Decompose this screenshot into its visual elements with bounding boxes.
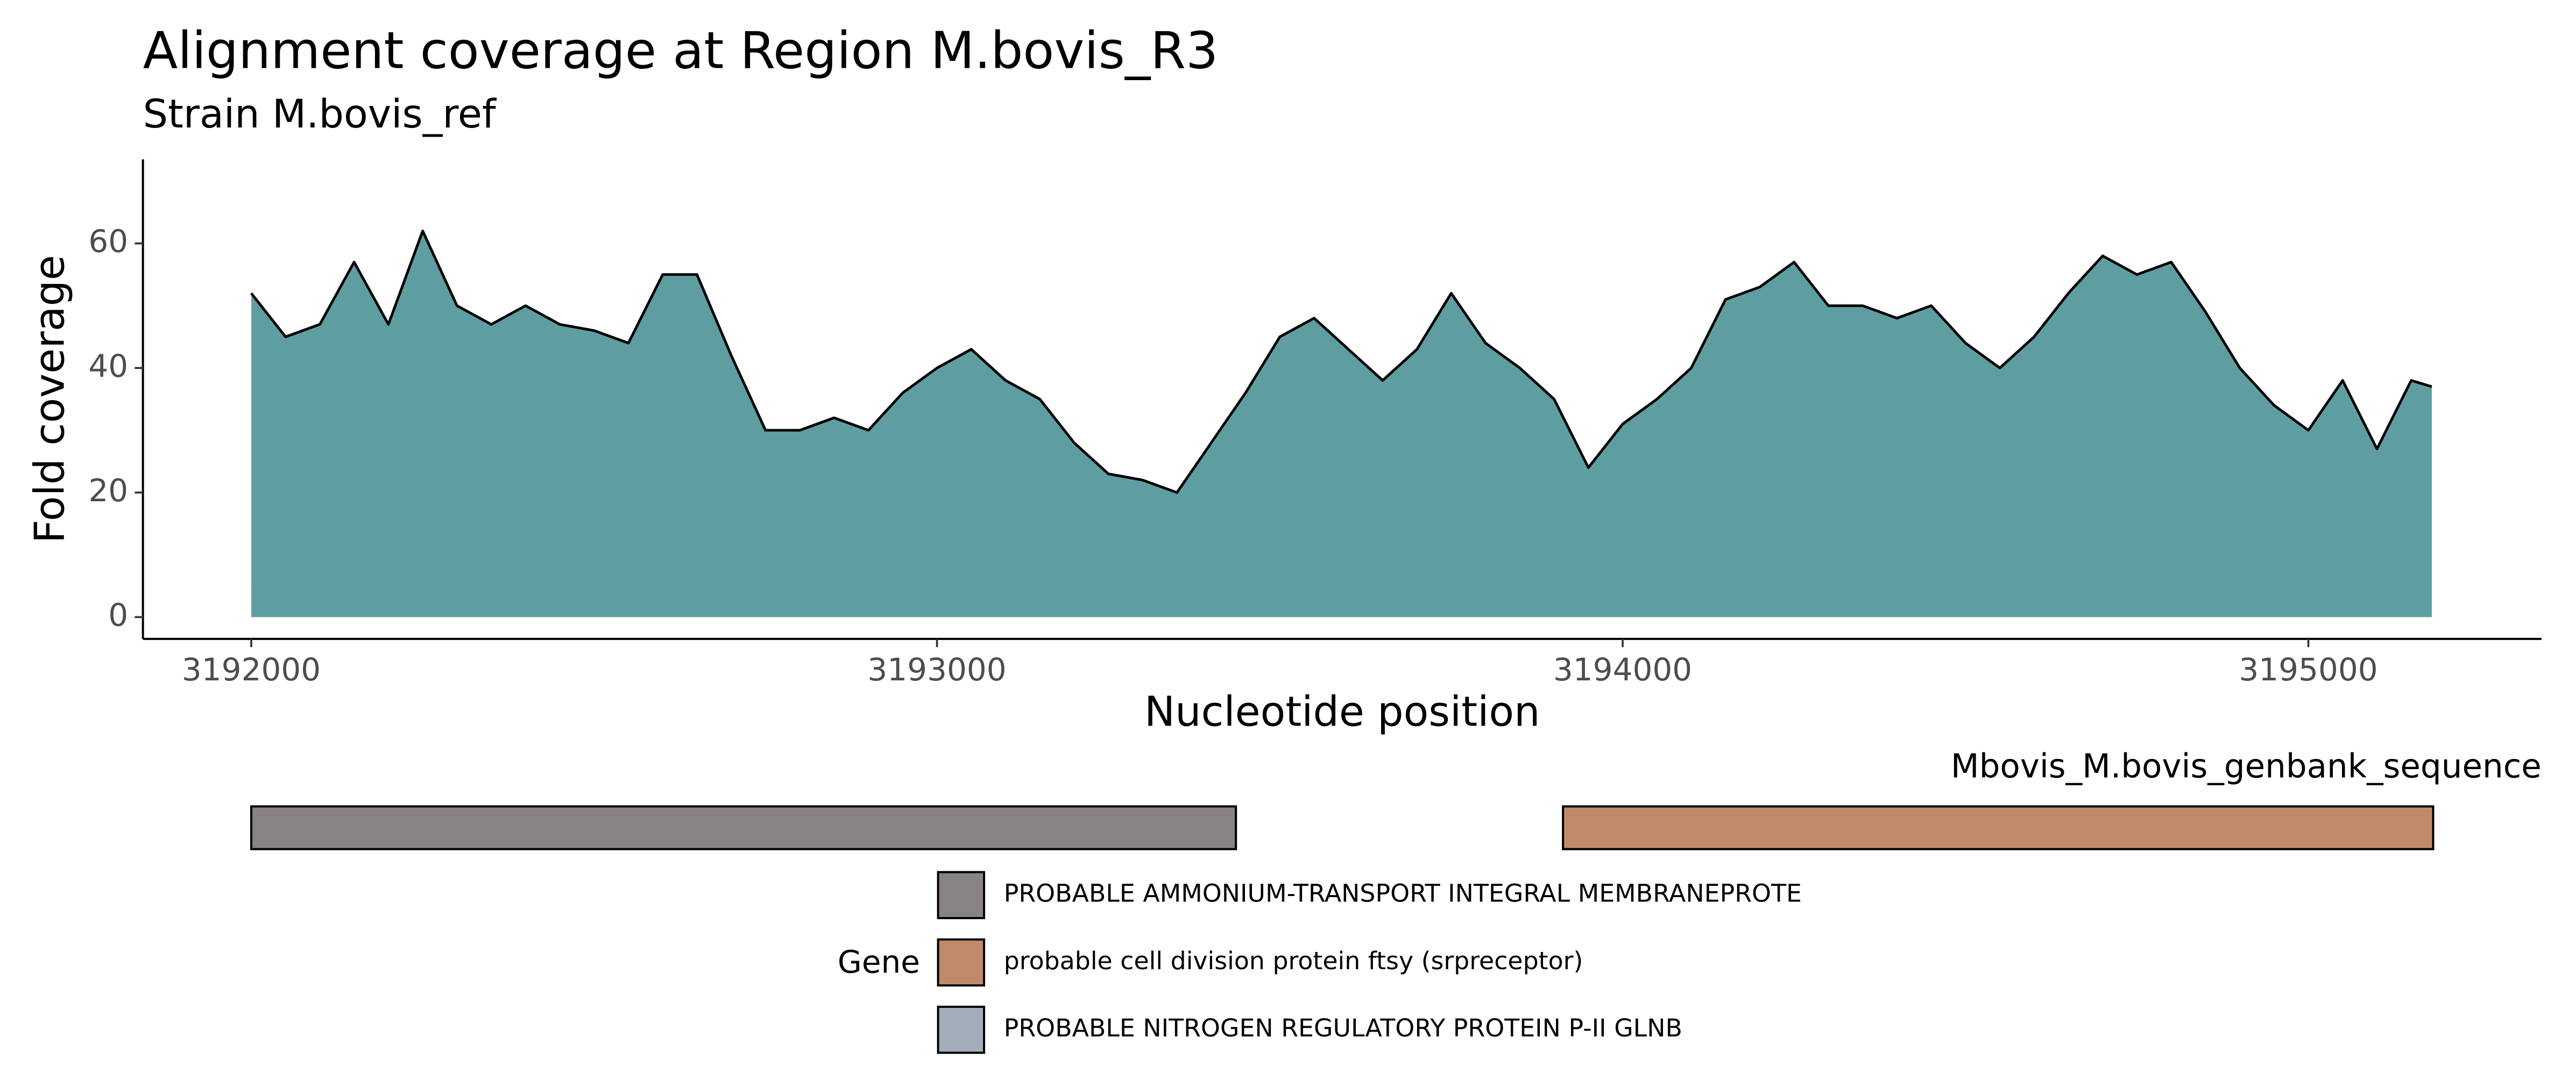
chart-title: Alignment coverage at Region M.bovis_R3 — [143, 22, 1219, 81]
y-tick-label: 40 — [88, 347, 128, 384]
x-tick-label: 3195000 — [2239, 651, 2377, 688]
x-tick-label: 3193000 — [867, 651, 1006, 688]
y-axis-title: Fold coverage — [26, 255, 74, 543]
chart-subtitle: Strain M.bovis_ref — [143, 91, 497, 137]
legend-key — [937, 938, 986, 987]
legend-label: PROBABLE AMMONIUM-TRANSPORT INTEGRAL MEM… — [1004, 879, 1802, 908]
legend-key — [937, 1005, 986, 1054]
coverage-area — [251, 231, 2432, 617]
coverage-line — [250, 229, 2432, 494]
x-tick-label: 3192000 — [182, 651, 321, 688]
y-tick-label: 20 — [88, 472, 128, 509]
legend-label: probable cell division protein ftsy (srp… — [1004, 946, 1583, 975]
x-axis-title: Nucleotide position — [1144, 688, 1540, 736]
legend-label: PROBABLE NITROGEN REGULATORY PROTEIN P-I… — [1004, 1013, 1682, 1042]
gene-bar — [1562, 805, 2435, 850]
gene-bar — [250, 805, 1237, 850]
track-label: Mbovis_M.bovis_genbank_sequence — [1951, 748, 2542, 786]
y-tick-label: 60 — [88, 223, 128, 260]
x-tick-label: 3194000 — [1553, 651, 1692, 688]
legend-key — [937, 871, 986, 919]
legend-title: Gene — [838, 944, 920, 980]
y-tick-label: 0 — [108, 596, 128, 633]
